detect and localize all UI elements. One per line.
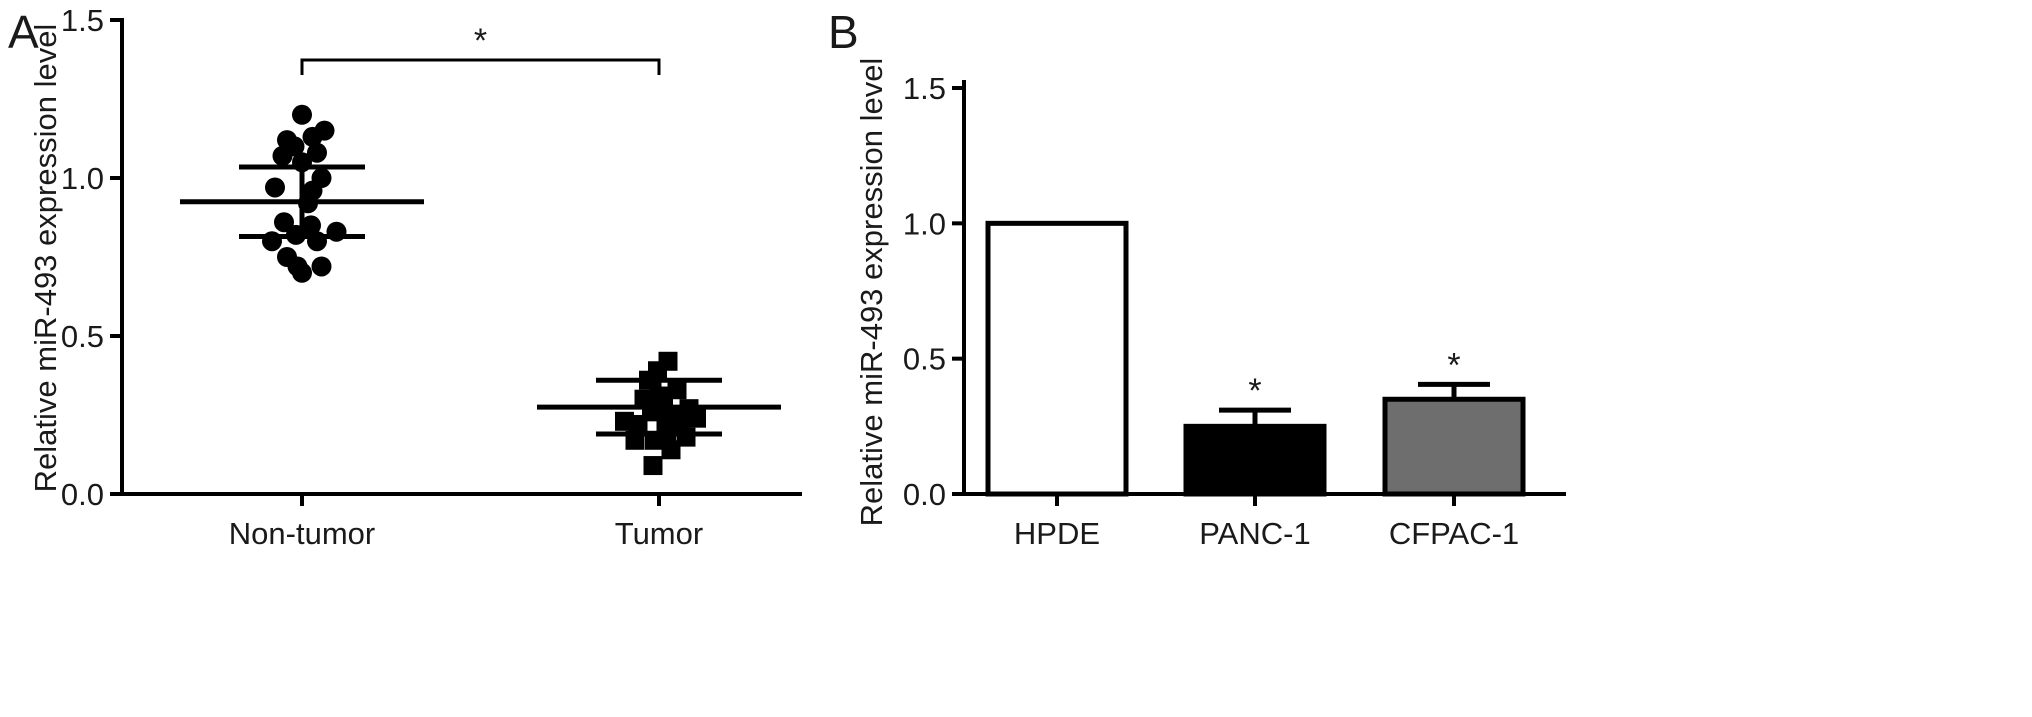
panel-a-y-tick-label: 0.0 bbox=[61, 477, 104, 512]
panel-b-significance-star: * bbox=[1248, 372, 1261, 410]
panel-a-point-circle bbox=[292, 262, 312, 283]
panel-b-bar bbox=[1183, 423, 1327, 497]
panel-a-y-tick-label: 1.5 bbox=[61, 3, 104, 38]
panel-b-significance-star: * bbox=[1447, 346, 1460, 384]
panel-a-y-axis-title: Relative miR-493 expression level bbox=[28, 24, 63, 493]
panel-a-axes: 0.0 0.5 1.0 1.5 Non-tumor Tumor bbox=[61, 3, 802, 551]
panel-b-y-tick-label: 1.0 bbox=[903, 206, 946, 241]
panel-a-x-tick-label: Tumor bbox=[615, 516, 703, 551]
panel-b-bar bbox=[1382, 396, 1526, 497]
panel-a-significance-star: * bbox=[474, 22, 487, 60]
panel-a-point-circle bbox=[302, 126, 323, 147]
panel-a-x-tick-label: Non-tumor bbox=[229, 516, 375, 551]
panel-a-letter: A bbox=[8, 6, 39, 58]
panel-a-point-square bbox=[661, 440, 681, 460]
panel-a-significance-bracket bbox=[300, 58, 661, 75]
panel-b-x-tick-label: PANC-1 bbox=[1199, 516, 1310, 551]
panel-b-y-tick-label: 0.0 bbox=[903, 477, 946, 512]
panel-a-point-circle bbox=[301, 215, 321, 236]
panel-a: A Relative miR-493 expression level 0.00… bbox=[8, 3, 802, 551]
panel-a-point-circle bbox=[292, 104, 312, 125]
panel-a-y-tick-label: 0.5 bbox=[61, 319, 104, 354]
panel-a-data-points bbox=[180, 104, 781, 476]
panel-b-y-tick-label: 0.5 bbox=[903, 342, 946, 377]
panel-a-point-square bbox=[687, 408, 706, 428]
panel-a-point-circle bbox=[274, 212, 294, 233]
panel-a-point-square bbox=[628, 414, 648, 434]
panel-a-point-circle bbox=[307, 142, 327, 163]
panel-b-letter: B bbox=[828, 6, 859, 58]
panel-a-point-square bbox=[643, 456, 663, 476]
panel-b-x-tick-label: CFPAC-1 bbox=[1389, 516, 1519, 551]
panel-b-y-axis-title: Relative miR-493 expression level bbox=[854, 58, 889, 527]
panel-b: B Relative miR-493 expression level 0.0 0… bbox=[828, 6, 1566, 551]
panel-a-y-tick-label: 1.0 bbox=[61, 161, 104, 196]
panel-b-bar bbox=[985, 220, 1129, 497]
panel-a-point-circle bbox=[265, 177, 285, 198]
panel-b-bars: ** bbox=[985, 220, 1526, 497]
panel-b-y-tick-label: 1.5 bbox=[903, 71, 946, 106]
panel-a-point-circle bbox=[272, 145, 293, 166]
panel-a-point-circle bbox=[311, 256, 332, 277]
panel-b-x-tick-label: HPDE bbox=[1014, 516, 1100, 551]
